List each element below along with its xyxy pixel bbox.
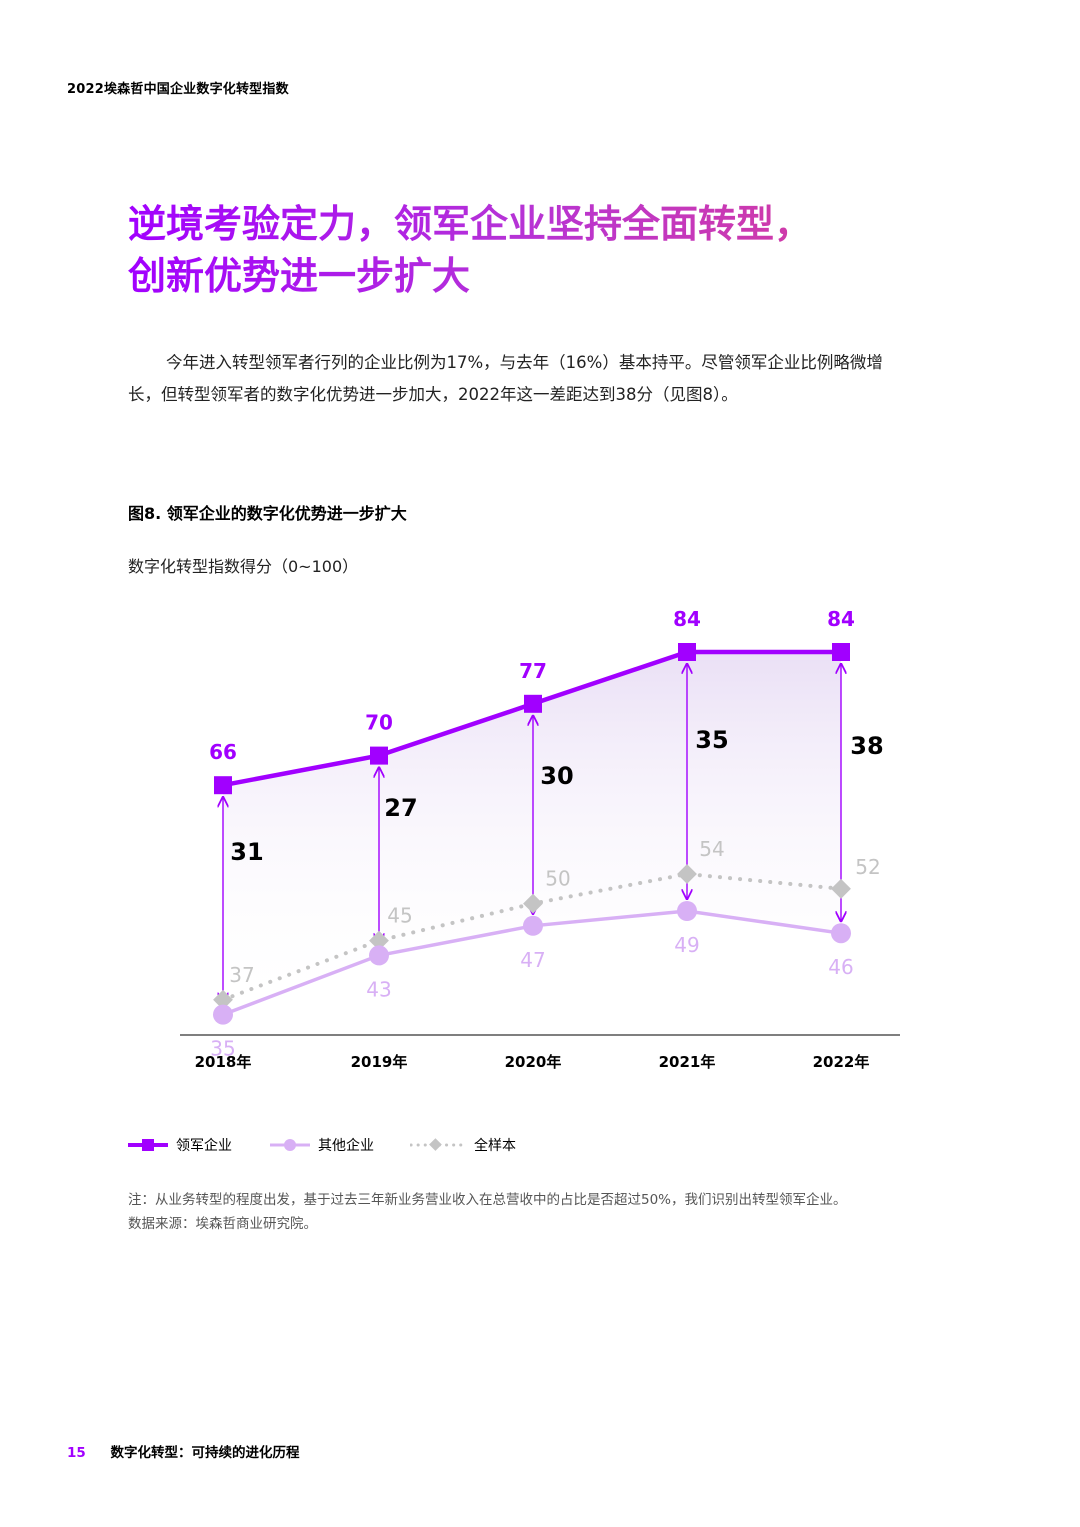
gap-label-0: 31 [230,838,263,866]
label-leaders-4: 84 [827,607,855,631]
legend-label-leaders: 领军企业 [176,1138,232,1154]
report-header-title: 2022埃森哲中国企业数字化转型指数 [67,82,289,97]
marker-leaders-1 [370,746,388,765]
note-line-1: 注：从业务转型的程度出发，基于过去三年新业务营业收入在总营收中的占比是否超过50… [128,1192,847,1208]
headline-line-1: 逆境考验定力，领军企业坚持全面转型， [128,202,813,246]
body-paragraph: 今年进入转型领军者行列的企业比例为17%，与去年（16%）基本持平。尽管领军企业… [128,353,883,404]
marker-others-4 [831,923,851,944]
marker-others-3 [677,901,697,921]
figure-title: 图8. 领军企业的数字化优势进一步扩大 [128,504,407,523]
legend-circle-line-icon [270,1139,310,1151]
x-tick-label-2: 2020年 [505,1053,562,1071]
line-chart: 66 35 70 43 77 47 84 49 84 46 37 45 50 54 52 31 27 30 35 38… [180,607,900,1071]
marker-leaders-4 [832,643,850,661]
label-others-4: 46 [828,955,853,979]
legend-item-others: 其他企业 [270,1133,374,1157]
legend-label-others: 其他企业 [318,1138,374,1154]
x-tick-label-0: 2018年 [195,1053,252,1071]
chart-note: 注：从业务转型的程度出发，基于过去三年新业务营业收入在总营收中的占比是否超过50… [128,1188,1028,1236]
label-others-2: 47 [520,948,545,972]
label-leaders-0: 66 [209,740,237,764]
label-all-1: 45 [387,904,412,928]
label-all-2: 50 [545,867,570,891]
page-number: 15 [67,1445,86,1461]
marker-all-1 [369,930,389,951]
page-footer: 15 数字化转型：可持续的进化历程 [67,1441,300,1461]
legend-label-all: 全样本 [474,1138,516,1154]
marker-leaders-0 [214,776,232,795]
gap-label-2: 30 [540,762,573,790]
marker-others-1 [369,945,389,966]
figure-subtitle: 数字化转型指数得分（0~100） [128,557,359,576]
label-leaders-3: 84 [673,607,701,631]
label-all-4: 52 [855,855,880,879]
body-paragraph-container: 今年进入转型领军者行列的企业比例为17%，与去年（16%）基本持平。尽管领军企业… [128,347,888,411]
marker-all-2 [523,893,543,914]
gap-label-3: 35 [695,726,728,754]
marker-others-0 [213,1004,233,1025]
footer-section-title: 数字化转型：可持续的进化历程 [110,1445,300,1461]
marker-others-2 [523,915,543,936]
data-source: 数据来源：埃森哲商业研究院。 [128,1216,317,1232]
marker-leaders-2 [524,694,542,713]
x-tick-label-3: 2021年 [659,1053,716,1071]
x-tick-label-4: 2022年 [813,1053,870,1071]
legend-item-all: 全样本 [410,1133,516,1157]
gap-label-1: 27 [384,794,417,822]
label-others-3: 49 [674,933,699,957]
label-leaders-2: 77 [519,659,547,683]
page-headline: 逆境考验定力，领军企业坚持全面转型， 创新优势进一步扩大 [128,198,988,302]
legend-diamond-dotted-icon [410,1138,466,1151]
label-all-3: 54 [699,837,724,861]
label-others-1: 43 [366,977,391,1001]
label-leaders-1: 70 [365,711,393,735]
label-all-0: 37 [229,963,254,987]
label-others-0: 35 [210,1037,235,1061]
gap-label-4: 38 [850,732,883,760]
headline-line-2: 创新优势进一步扩大 [128,254,471,298]
marker-leaders-3 [678,643,696,661]
legend-item-leaders: 领军企业 [128,1133,232,1157]
x-tick-label-1: 2019年 [351,1053,408,1071]
legend-square-line-icon [128,1139,168,1151]
